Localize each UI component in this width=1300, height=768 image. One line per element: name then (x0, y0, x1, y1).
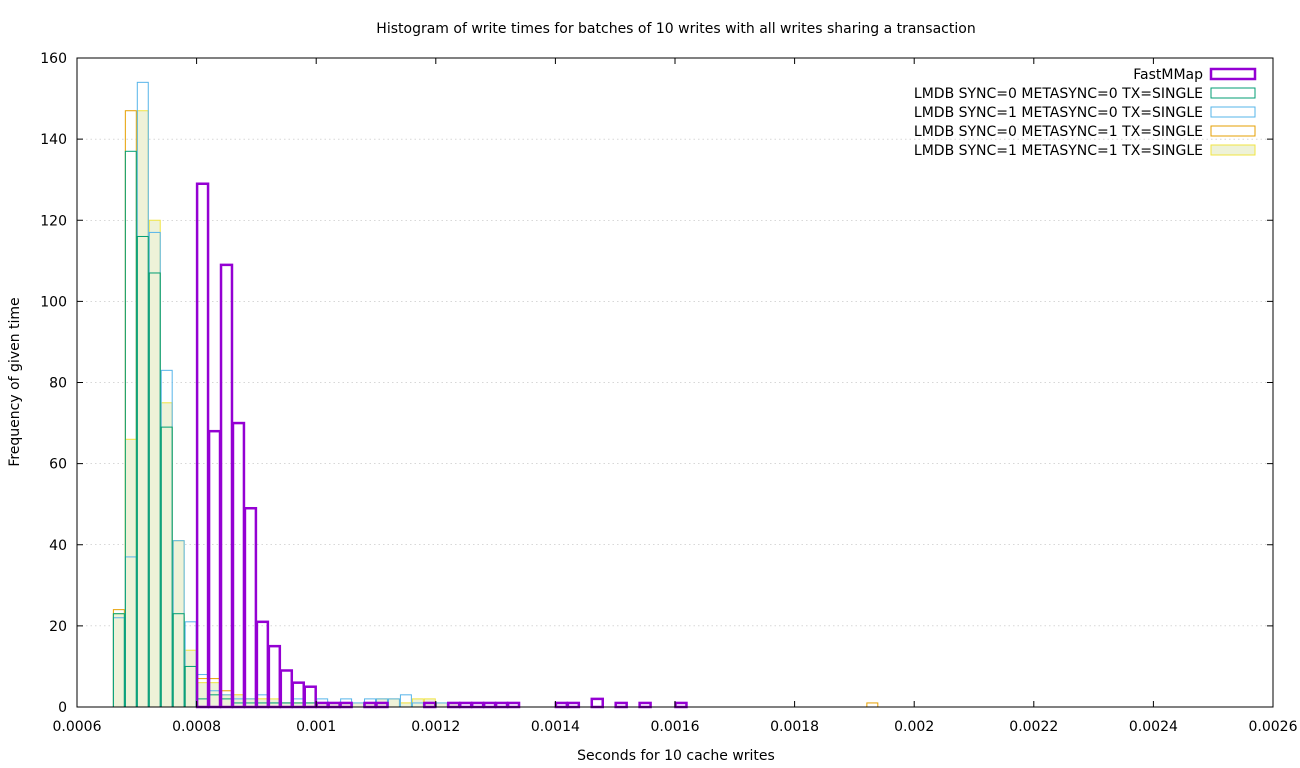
histogram-bar (184, 649, 197, 708)
histogram-bar (482, 701, 497, 709)
histogram-bar (195, 182, 210, 709)
histogram-bar (279, 669, 294, 709)
histogram-bar (267, 644, 282, 709)
histogram-bar (399, 702, 412, 708)
histogram-bar (219, 263, 234, 709)
legend-swatch (1210, 106, 1256, 118)
histogram-bar (255, 620, 270, 709)
y-tick-label: 120 (40, 213, 67, 229)
histogram-bar (220, 694, 233, 708)
y-tick-label: 160 (40, 51, 67, 67)
histogram-bar (352, 702, 365, 708)
histogram-bar (112, 613, 125, 708)
x-tick-label: 0.0014 (531, 719, 580, 735)
histogram-bar (494, 701, 509, 709)
histogram-bar (590, 697, 604, 709)
histogram-bar (124, 438, 137, 708)
series-group (112, 110, 879, 708)
x-tick-label: 0.0022 (1009, 719, 1058, 735)
legend-label: LMDB SYNC=1 METASYNC=1 TX=SINGLE (914, 143, 1203, 159)
legend-label: LMDB SYNC=1 METASYNC=0 TX=SINGLE (914, 105, 1203, 121)
y-tick-label: 0 (58, 700, 67, 716)
x-tick-label: 0.0012 (411, 719, 460, 735)
series-group (195, 182, 688, 709)
legend-swatch (1210, 144, 1256, 156)
histogram-bar (458, 701, 473, 709)
histogram-bar (554, 701, 569, 709)
y-tick-label: 80 (49, 376, 67, 392)
legend: FastMMap LMDB SYNC=0 METASYNC=0 TX=SINGLE… (914, 67, 1257, 159)
series-group (112, 110, 460, 708)
legend-label: FastMMap (1133, 67, 1203, 83)
x-axis-label: Seconds for 10 cache writes (577, 748, 775, 764)
histogram-bar (231, 421, 246, 709)
x-tick-label: 0.0006 (53, 719, 102, 735)
x-tick-label: 0.0026 (1249, 719, 1298, 735)
y-tick-label: 100 (40, 294, 67, 310)
grid-lines (77, 138, 1273, 627)
y-axis-label: Frequency of given time (7, 297, 23, 466)
histogram-bars (112, 81, 879, 709)
y-tick-label: 140 (40, 132, 67, 148)
y-tick-label: 20 (49, 619, 67, 635)
x-tick-label: 0.0016 (651, 719, 700, 735)
histogram-bar (866, 702, 879, 708)
histogram-bar (172, 540, 185, 708)
histogram-bar (148, 219, 161, 708)
histogram-bar (566, 701, 581, 709)
histogram-bar (232, 694, 245, 708)
legend-label: LMDB SYNC=0 METASYNC=0 TX=SINGLE (914, 86, 1203, 102)
histogram-bar (435, 702, 448, 708)
legend-swatch (1210, 87, 1256, 99)
histogram-bar (196, 682, 209, 708)
legend-swatch (1209, 67, 1257, 81)
x-tick-label: 0.002 (894, 719, 934, 735)
x-tick-label: 0.0024 (1129, 719, 1178, 735)
axis-ticks: 0.0006 0.0008 0.001 0.0012 0.0014 0.0016 0.001… (40, 51, 1297, 735)
histogram-bar (506, 701, 521, 709)
histogram-bar (243, 506, 258, 709)
legend-label: LMDB SYNC=0 METASYNC=1 TX=SINGLE (914, 124, 1203, 140)
x-tick-label: 0.0008 (172, 719, 221, 735)
histogram-bar (207, 429, 222, 709)
y-tick-label: 40 (49, 538, 67, 554)
y-tick-label: 60 (49, 457, 67, 473)
legend-swatch (1210, 125, 1256, 137)
histogram-bar (614, 701, 628, 709)
histogram-bar (160, 402, 173, 708)
histogram-bar (387, 698, 400, 708)
histogram-bar (136, 110, 149, 708)
histogram-bar (470, 701, 485, 709)
histogram-bar (674, 701, 688, 709)
x-tick-label: 0.001 (296, 719, 336, 735)
chart-title: Histogram of write times for batches of … (376, 21, 975, 37)
histogram-bar (638, 701, 652, 709)
x-tick-label: 0.0018 (770, 719, 819, 735)
